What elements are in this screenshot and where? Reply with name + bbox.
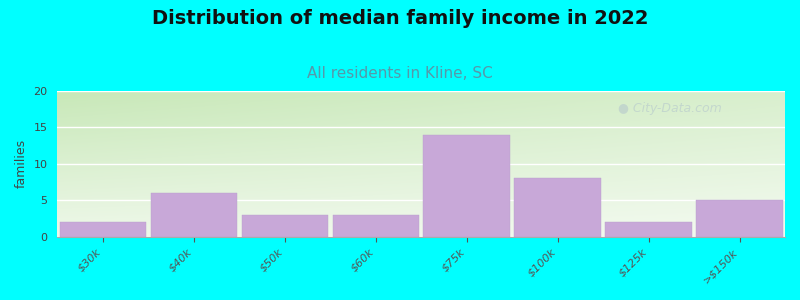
Y-axis label: families: families: [15, 140, 28, 188]
Bar: [333, 215, 419, 237]
Bar: [696, 200, 782, 237]
Bar: [423, 135, 510, 237]
Bar: [242, 215, 328, 237]
Text: ● City-Data.com: ● City-Data.com: [618, 102, 722, 115]
Bar: [514, 178, 601, 237]
Text: All residents in Kline, SC: All residents in Kline, SC: [307, 66, 493, 81]
Bar: [150, 193, 237, 237]
Bar: [606, 222, 692, 237]
Text: Distribution of median family income in 2022: Distribution of median family income in …: [152, 9, 648, 28]
Bar: [60, 222, 146, 237]
